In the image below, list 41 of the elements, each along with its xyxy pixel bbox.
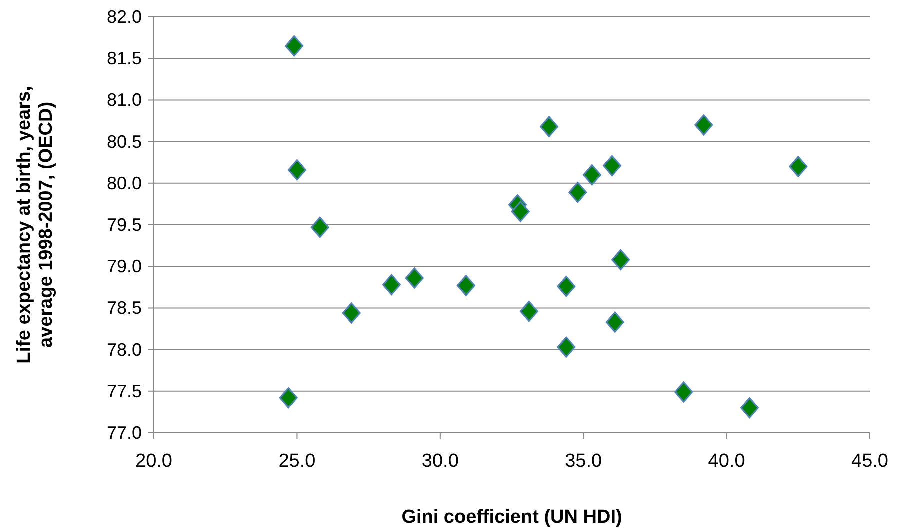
x-tick-label: 35.0 bbox=[565, 451, 602, 472]
y-tick-label: 79.5 bbox=[106, 215, 142, 235]
point bbox=[789, 156, 808, 178]
point bbox=[674, 382, 694, 403]
y-tick-label: 78.0 bbox=[106, 340, 142, 360]
point bbox=[456, 275, 476, 296]
y-tick-label: 81.0 bbox=[106, 90, 142, 110]
point bbox=[405, 268, 424, 289]
y-axis-title: Life expectancy at birth, years, average 1998-2007, (OECD) bbox=[14, 86, 57, 364]
x-axis-title: Gini coefficient (UN HDI) bbox=[402, 507, 622, 528]
point bbox=[557, 276, 576, 298]
x-tick-label: 30.0 bbox=[422, 451, 459, 472]
y-tick-label: 77.5 bbox=[106, 381, 142, 402]
x-tick-label: 20.0 bbox=[136, 451, 172, 472]
point bbox=[583, 164, 602, 186]
point bbox=[694, 114, 714, 136]
y-tick-label: 77.0 bbox=[106, 423, 142, 443]
point bbox=[603, 155, 622, 176]
point bbox=[568, 182, 588, 204]
point bbox=[511, 201, 530, 222]
y-tick-label: 81.5 bbox=[106, 48, 142, 69]
point bbox=[520, 301, 538, 322]
y-tick-label: 82.0 bbox=[106, 7, 142, 27]
y-tick-label: 79.0 bbox=[106, 256, 142, 277]
point bbox=[740, 398, 759, 419]
point bbox=[540, 116, 558, 138]
point bbox=[310, 217, 330, 238]
point bbox=[342, 302, 361, 324]
x-tick-label: 25.0 bbox=[278, 451, 316, 472]
point bbox=[288, 160, 306, 181]
x-tick-label: 40.0 bbox=[708, 451, 746, 472]
point bbox=[612, 249, 630, 270]
point bbox=[285, 36, 304, 57]
point bbox=[557, 336, 576, 358]
point bbox=[606, 312, 624, 333]
point bbox=[382, 274, 401, 296]
point bbox=[279, 388, 298, 409]
y-tick-label: 78.5 bbox=[106, 298, 142, 318]
y-tick-label: 80.5 bbox=[106, 132, 142, 152]
y-tick-label: 80.0 bbox=[106, 173, 142, 194]
x-tick-label: 45.0 bbox=[852, 451, 888, 472]
